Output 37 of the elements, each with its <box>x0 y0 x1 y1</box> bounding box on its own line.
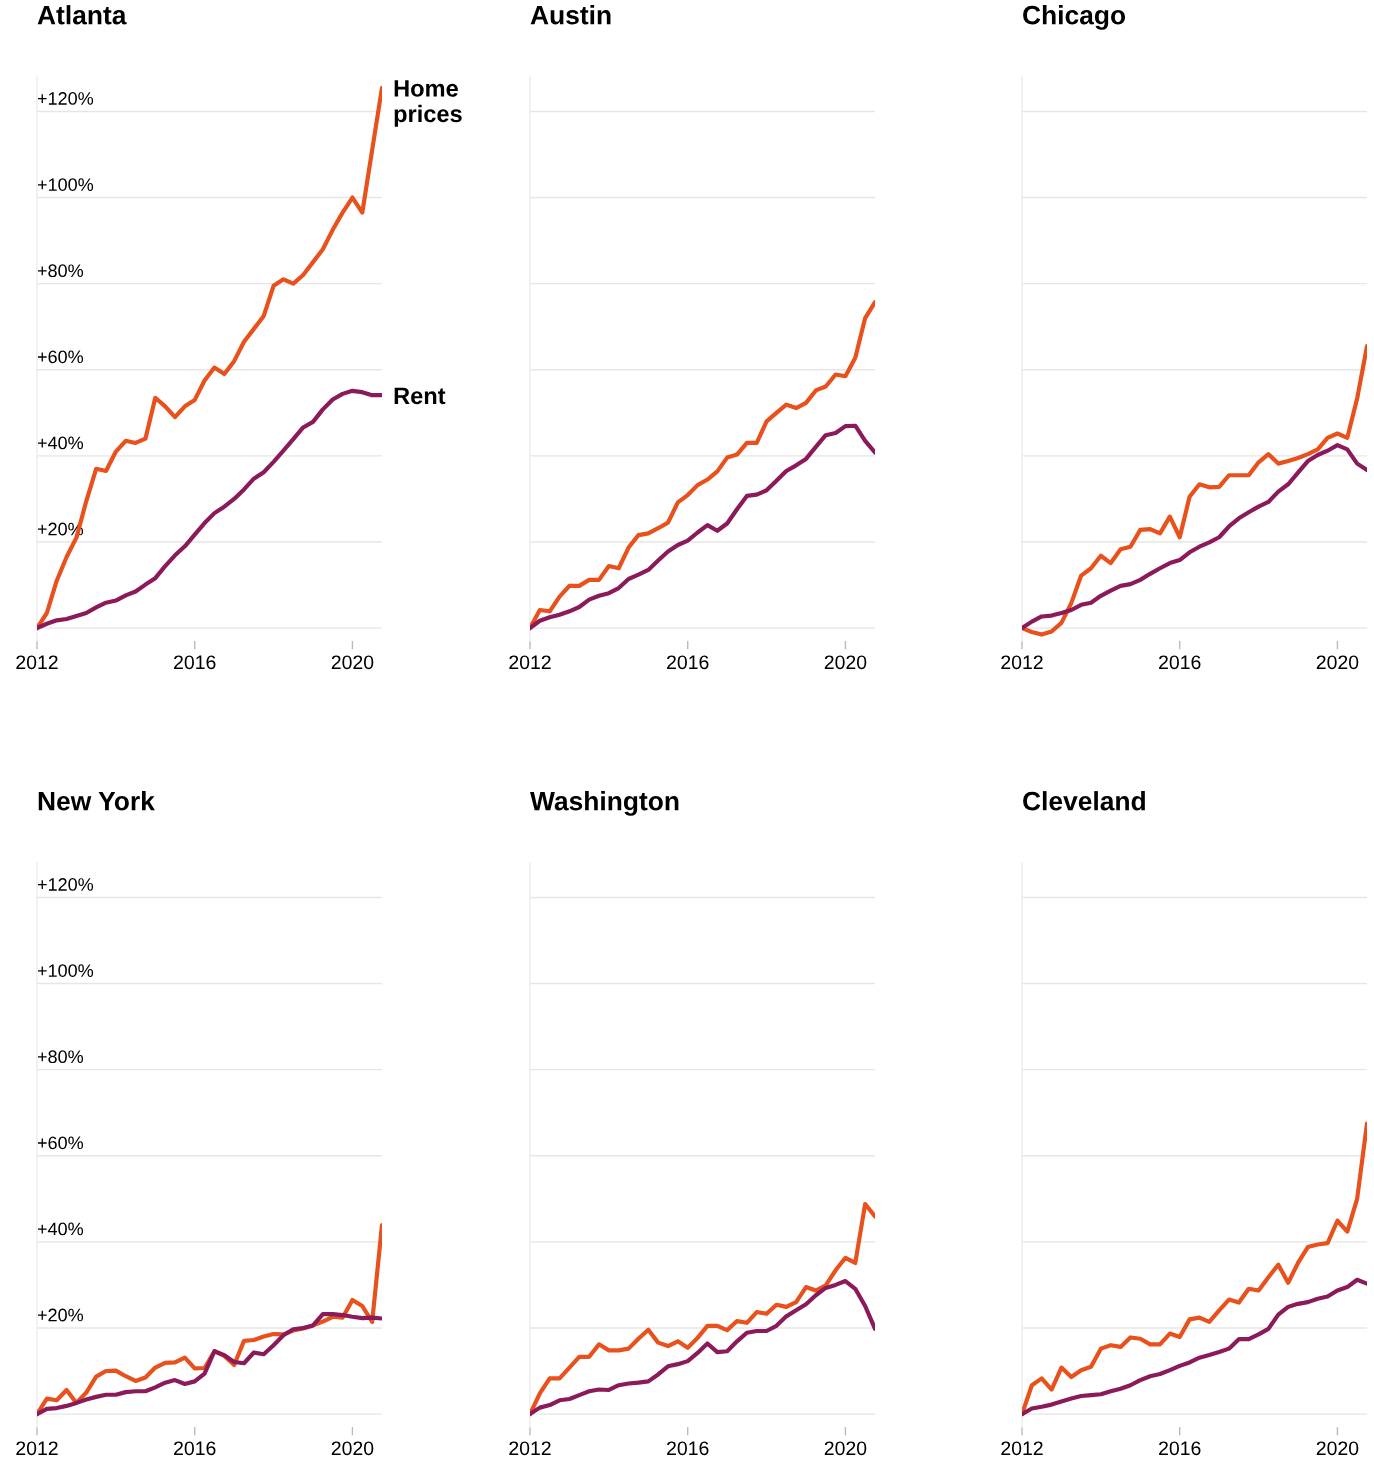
x-tick-label: 2020 <box>331 1441 374 1456</box>
x-tick-label: 2012 <box>509 1441 551 1456</box>
chart-title: Chicago <box>1023 5 1126 30</box>
chart-title: Cleveland <box>1023 791 1145 811</box>
y-tick-label: +40% <box>37 1222 84 1236</box>
y-tick-label: +60% <box>37 1136 84 1150</box>
y-tick-label: +80% <box>37 1050 84 1064</box>
x-tick-label: 2012 <box>16 655 58 670</box>
series-label: Rent <box>394 387 446 405</box>
chart-title: Austin <box>530 5 611 25</box>
x-tick-label: 2012 <box>1001 655 1043 670</box>
y-tick-label: +20% <box>37 1308 84 1322</box>
chart-title: New York <box>38 791 155 811</box>
x-tick-label: 2016 <box>1159 1441 1201 1456</box>
x-tick-label: 2016 <box>1159 655 1201 670</box>
x-tick-label: 2020 <box>824 1441 867 1456</box>
x-tick-label: 2016 <box>174 1441 216 1456</box>
y-tick-label: +100% <box>37 178 94 191</box>
x-tick-label: 2012 <box>509 655 551 670</box>
x-tick-label: 2016 <box>174 655 216 670</box>
x-tick-label: 2020 <box>824 655 867 670</box>
y-tick-label: +80% <box>37 264 84 278</box>
x-tick-label: 2020 <box>1316 655 1359 670</box>
y-tick-label: +40% <box>37 436 84 450</box>
x-tick-label: 2020 <box>331 655 374 670</box>
x-tick-label: 2012 <box>1001 1441 1043 1456</box>
y-tick-label: +120% <box>37 92 94 105</box>
chart-title: Atlanta <box>37 5 127 25</box>
y-tick-label: +100% <box>37 964 94 977</box>
x-tick-label: 2020 <box>1316 1441 1359 1456</box>
x-tick-label: 2012 <box>16 1441 58 1456</box>
chart-title: Washington <box>530 791 679 816</box>
series-label: Home prices <box>394 80 462 127</box>
x-tick-label: 2016 <box>667 1441 709 1456</box>
x-tick-label: 2016 <box>667 655 709 670</box>
y-tick-label: +60% <box>37 350 84 364</box>
y-tick-label: +120% <box>37 878 94 891</box>
